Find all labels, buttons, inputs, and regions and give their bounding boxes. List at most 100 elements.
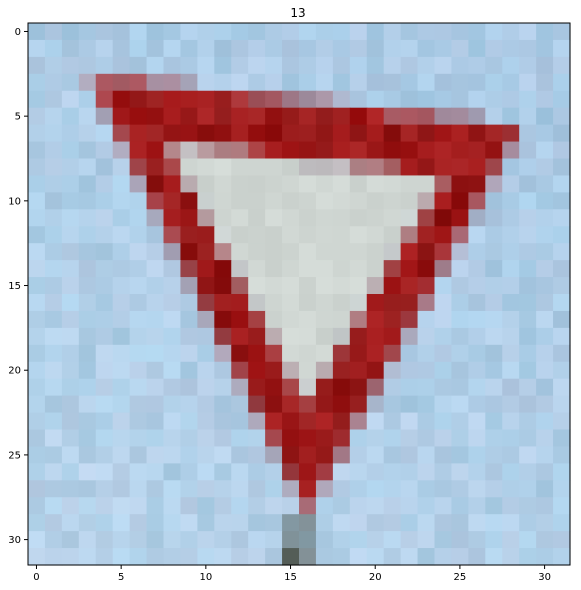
image-pixel [366,531,385,549]
image-pixel [265,73,283,92]
image-pixel [366,192,385,210]
image-pixel [553,429,571,448]
image-pixel [61,209,80,227]
image-pixel [231,514,249,532]
image-pixel [112,361,131,380]
image-pixel [265,480,283,498]
image-pixel [553,463,571,481]
image-pixel [28,90,46,109]
image-pixel [434,412,453,431]
image-pixel [468,497,486,515]
image-pixel [28,107,46,126]
image-pixel [78,192,97,210]
image-pixel [265,209,283,227]
image-pixel [163,327,182,346]
image-pixel [163,395,182,414]
image-pixel [417,56,436,75]
image-pixel [519,548,537,566]
image-pixel [417,514,436,532]
image-pixel [366,107,385,126]
image-pixel [44,327,63,346]
image-pixel [553,277,571,295]
image-pixel [180,412,198,431]
image-pixel [383,124,402,143]
image-pixel [112,124,131,143]
image-pixel [400,514,419,532]
image-pixel [485,192,503,210]
image-pixel [366,310,385,329]
image-pixel [146,361,165,380]
image-pixel [112,310,131,329]
image-pixel [282,90,300,109]
image-pixel [366,124,385,143]
image-pixel [28,141,46,160]
image-pixel [282,73,300,92]
image-pixel [163,412,182,431]
image-pixel [265,548,283,566]
image-pixel [180,548,198,566]
image-pixel [434,327,453,346]
image-pixel [265,141,283,160]
image-pixel [536,514,554,532]
image-pixel [434,158,453,177]
image-pixel [417,497,436,515]
image-pixel [248,90,266,109]
image-pixel [231,463,249,481]
image-pixel [434,107,453,126]
image-pixel [95,378,114,397]
image-pixel [248,107,266,126]
image-pixel [95,446,114,464]
image-pixel [366,260,385,278]
image-pixel [265,158,283,177]
image-pixel [519,463,537,481]
image-pixel [282,124,300,143]
x-tick-label: 5 [118,572,124,583]
image-pixel [214,260,232,278]
image-pixel [282,463,300,481]
image-pixel [146,23,165,41]
image-pixel [468,463,486,481]
image-pixel [400,395,419,414]
image-pixel [129,531,148,549]
image-pixel [163,277,182,295]
image-pixel [78,497,97,515]
image-pixel [468,39,486,58]
image-pixel [163,107,182,126]
image-pixel [282,192,300,210]
image-pixel [332,480,351,498]
image-pixel [146,294,165,312]
image-pixel [502,158,520,177]
image-pixel [95,73,114,92]
image-pixel [44,378,63,397]
image-pixel [451,463,469,481]
image-pixel [299,226,317,244]
image-pixel [28,412,46,431]
image-pixel [129,260,148,278]
image-pixel [282,378,300,397]
image-pixel [519,327,537,346]
image-pixel [44,344,63,363]
image-pixel [349,124,368,143]
image-pixel [78,175,97,193]
image-pixel [197,378,215,397]
image-pixel [146,446,165,464]
image-pixel [78,243,97,261]
image-pixel [349,310,368,329]
image-pixel [248,175,266,193]
image-pixel [146,124,165,143]
image-pixel [383,446,402,464]
image-pixel [163,514,182,532]
image-pixel [519,90,537,109]
image-pixel [112,480,131,498]
image-pixel [400,124,419,143]
x-tick-label: 15 [284,572,297,583]
image-pixel [519,107,537,126]
image-pixel [485,90,503,109]
image-pixel [417,209,436,227]
image-pixel [231,73,249,92]
image-pixel [231,243,249,261]
image-pixel [146,209,165,227]
image-pixel [163,531,182,549]
image-pixel [129,429,148,448]
image-pixel [180,39,198,58]
